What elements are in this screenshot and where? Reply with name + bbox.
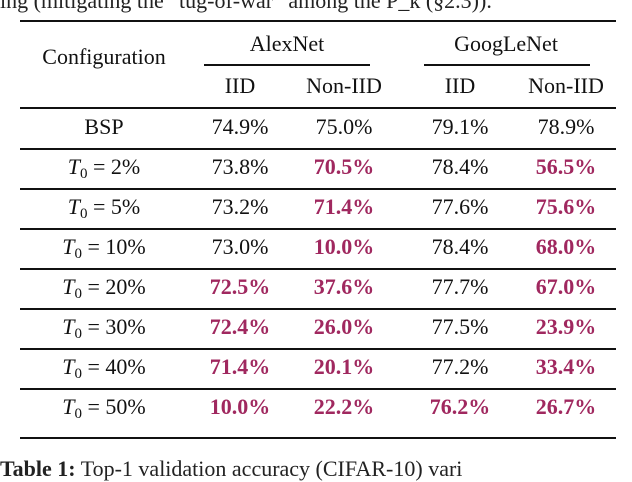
caption-label: Table 1: xyxy=(0,456,76,481)
row-divider xyxy=(20,268,616,270)
table-cell: 72.4% xyxy=(209,314,271,339)
row-config-label: T0 = 20% xyxy=(62,274,146,302)
table-cell: 56.5% xyxy=(535,154,597,179)
subheader-alexnet-iid: IID xyxy=(224,73,256,98)
row-config-label: T0 = 5% xyxy=(67,194,141,222)
table-cell: 73.2% xyxy=(211,194,269,219)
row-config-label: T0 = 40% xyxy=(62,354,146,382)
table-cell: 78.4% xyxy=(431,154,489,179)
table-cell: 26.0% xyxy=(313,314,375,339)
googlenet-group-rule xyxy=(424,64,590,66)
row-config-label: T0 = 50% xyxy=(62,394,146,422)
table-bottom-rule xyxy=(20,437,616,440)
row-divider xyxy=(20,388,616,390)
table-cell: 10.0% xyxy=(313,234,375,259)
table-cell: 67.0% xyxy=(535,274,597,299)
table-cell: 37.6% xyxy=(313,274,375,299)
group-header-googlenet: GoogLeNet xyxy=(454,31,558,56)
table-cell: 68.0% xyxy=(535,234,597,259)
table-cell: 33.4% xyxy=(535,354,597,379)
table-cell: 78.4% xyxy=(431,234,489,259)
table-cell: 73.0% xyxy=(211,234,269,259)
table-cell: 22.2% xyxy=(313,394,375,419)
table-cell: 23.9% xyxy=(535,314,597,339)
row-config-label: T0 = 10% xyxy=(62,234,146,262)
context-text-above: ing (mitigating the “tug-of-war” among t… xyxy=(0,0,492,13)
subheader-googlenet-noniid: Non-IID xyxy=(528,73,604,98)
alexnet-group-rule xyxy=(204,64,370,66)
table-cell: 74.9% xyxy=(211,114,269,139)
table-cell: 70.5% xyxy=(313,154,375,179)
table-cell: 77.2% xyxy=(431,354,489,379)
row-divider xyxy=(20,148,616,150)
table-cell: 20.1% xyxy=(313,354,375,379)
table-cell: 71.4% xyxy=(313,194,375,219)
caption: Table 1: Top-1 validation accuracy (CIFA… xyxy=(0,456,632,482)
table-cell: 77.7% xyxy=(431,274,489,299)
config-header: Configuration xyxy=(42,44,166,69)
caption-text: Top-1 validation accuracy (CIFAR-10) var… xyxy=(80,456,463,481)
table-cell: 73.8% xyxy=(211,154,269,179)
group-header-alexnet: AlexNet xyxy=(249,31,325,56)
table-cell: 77.5% xyxy=(431,314,489,339)
table-cell: 71.4% xyxy=(209,354,271,379)
row-divider xyxy=(20,188,616,190)
subheader-alexnet-noniid: Non-IID xyxy=(306,73,382,98)
row-config-label: T0 = 30% xyxy=(62,314,146,342)
row-divider xyxy=(20,348,616,350)
header-rule xyxy=(20,107,616,109)
row-divider xyxy=(20,308,616,310)
table-cell: 79.1% xyxy=(431,114,489,139)
table-cell: 72.5% xyxy=(209,274,271,299)
table-cell: 77.6% xyxy=(431,194,489,219)
row-config-label: BSP xyxy=(84,114,124,139)
table-cell: 75.6% xyxy=(535,194,597,219)
table-cell: 76.2% xyxy=(429,394,491,419)
table-top-rule xyxy=(20,20,616,23)
table-cell: 75.0% xyxy=(315,114,373,139)
subheader-googlenet-iid: IID xyxy=(444,73,476,98)
table-cell: 26.7% xyxy=(535,394,597,419)
table-cell: 78.9% xyxy=(537,114,595,139)
row-config-label: T0 = 2% xyxy=(67,154,141,182)
row-divider xyxy=(20,228,616,230)
table-cell: 10.0% xyxy=(209,394,271,419)
